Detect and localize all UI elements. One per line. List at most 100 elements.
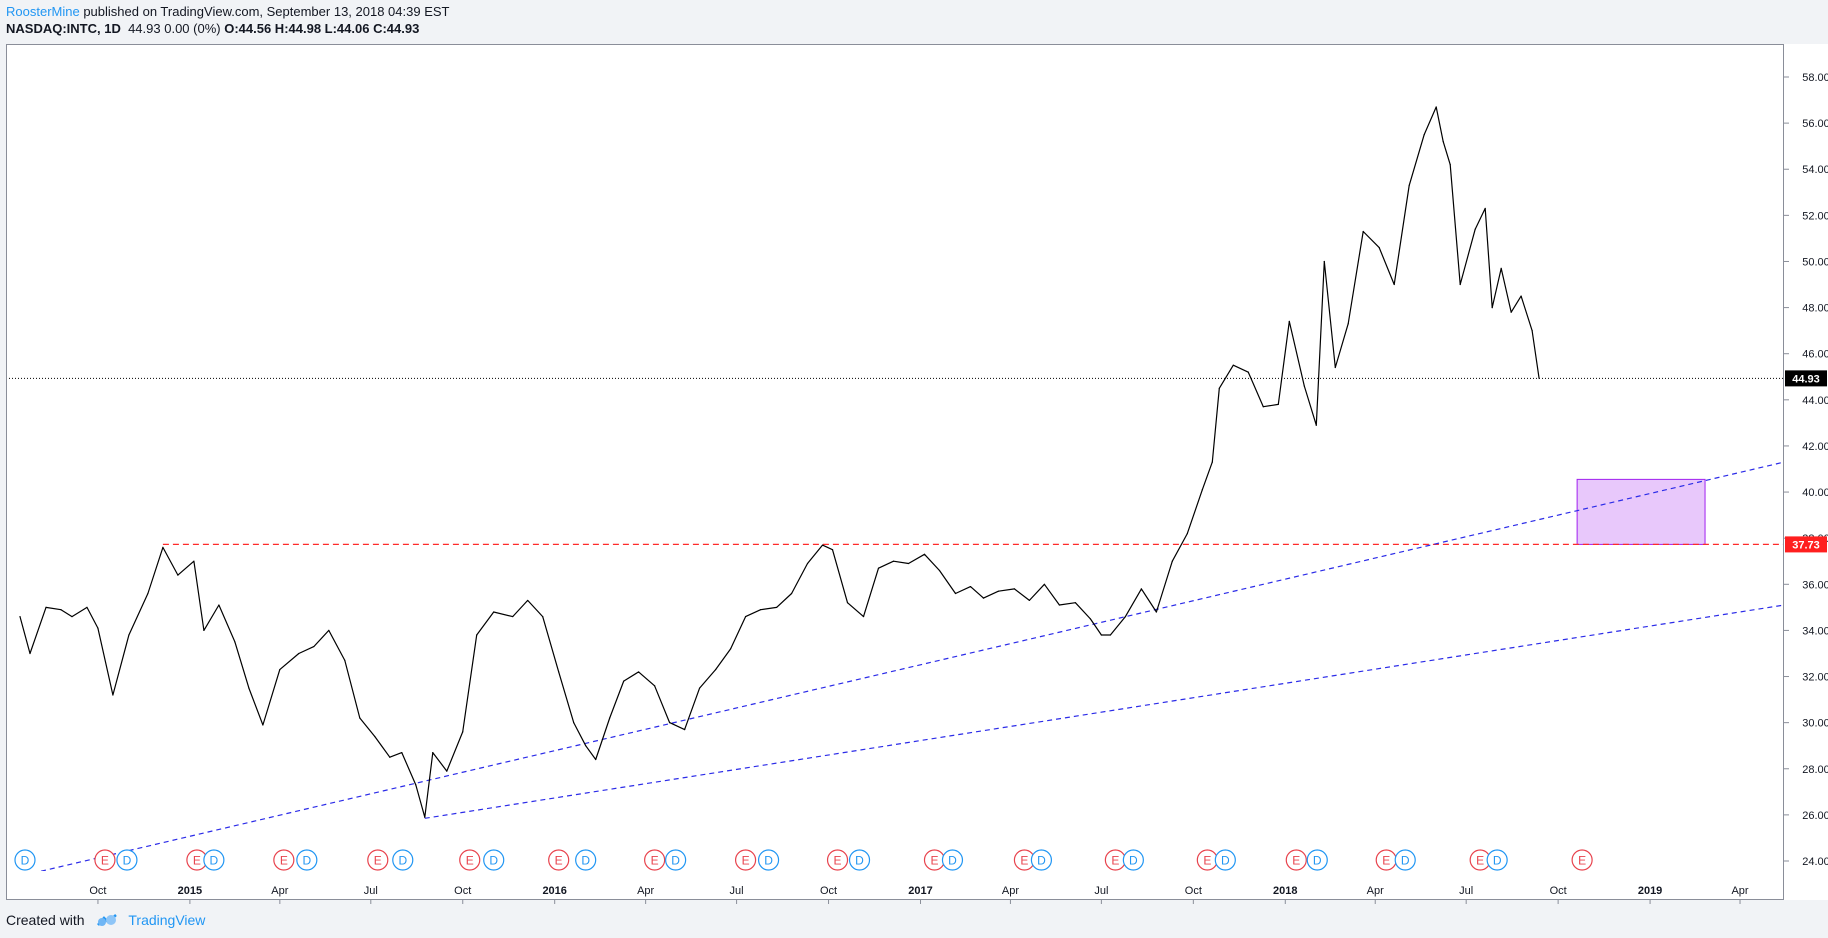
- price-point: [344, 659, 346, 661]
- publish-info: RoosterMine published on TradingView.com…: [6, 4, 449, 19]
- earnings-marker-label: E: [280, 854, 288, 868]
- price-point: [1442, 140, 1444, 143]
- price-point: [684, 728, 686, 731]
- y-tick-label: 58.00: [1802, 72, 1828, 84]
- price-point: [1474, 228, 1476, 230]
- earnings-marker: [367, 849, 389, 871]
- footer: Created with TradingView: [6, 912, 205, 930]
- price-point: [585, 745, 587, 747]
- price-point: [493, 611, 495, 613]
- dividend-marker: [1306, 849, 1328, 871]
- x-tick-label: 2018: [1273, 885, 1297, 897]
- dividend-marker: [665, 849, 687, 871]
- published-text: published on TradingView.com, September …: [79, 4, 450, 19]
- dividend-marker: [757, 849, 780, 871]
- price-point: [1201, 489, 1203, 491]
- dividend-marker: [1394, 849, 1416, 871]
- dividend-marker-label: D: [581, 854, 590, 868]
- symbol-info: NASDAQ:INTC, 1D 44.93 0.00 (0%) O:44.56 …: [6, 21, 419, 36]
- y-tick-label: 28.00: [1802, 764, 1828, 776]
- y-tick-label: 54.00: [1802, 164, 1828, 176]
- price-point: [595, 758, 597, 761]
- dividend-marker-label: D: [210, 854, 219, 868]
- price-point: [1520, 295, 1522, 297]
- price-point: [669, 722, 671, 724]
- earnings-marker: [734, 849, 757, 871]
- earnings-marker-label: E: [1111, 854, 1119, 868]
- earnings-marker-label: E: [555, 854, 563, 868]
- price-point: [1531, 330, 1533, 332]
- tradingview-link[interactable]: TradingView: [128, 912, 206, 928]
- price-point: [432, 752, 434, 754]
- dividend-marker-label: D: [1129, 854, 1138, 868]
- tradingview-logo-icon[interactable]: [96, 913, 118, 930]
- price-point: [1155, 611, 1157, 613]
- dividend-marker: [483, 849, 505, 871]
- dividend-marker-label: D: [21, 854, 30, 868]
- price-line: [19, 106, 1540, 818]
- x-tick-label: 2019: [1638, 885, 1662, 897]
- price-point: [892, 560, 895, 562]
- price-point: [162, 546, 164, 549]
- price-point: [609, 717, 611, 719]
- price-point: [938, 569, 941, 572]
- price-point: [1171, 560, 1173, 562]
- author-link[interactable]: RoosterMine: [6, 4, 80, 19]
- current-price-badge-label: 44.93: [1792, 373, 1820, 385]
- price-point: [1510, 311, 1512, 313]
- dividend-marker: [1214, 849, 1236, 871]
- y-tick-label: 42.00: [1802, 441, 1828, 453]
- price-point: [542, 615, 544, 618]
- price-point: [1028, 599, 1031, 602]
- y-tick-label: 36.00: [1802, 579, 1828, 591]
- price-point: [654, 685, 656, 687]
- price-point: [846, 602, 849, 604]
- price-point: [1378, 247, 1380, 249]
- earnings-marker: [94, 849, 116, 871]
- price-point: [60, 609, 62, 611]
- x-tick-label: Oct: [89, 885, 106, 897]
- price-point: [982, 597, 985, 599]
- earnings-marker: [459, 849, 481, 871]
- price-point: [821, 544, 824, 546]
- target-zone-box: [1576, 478, 1706, 545]
- price-point: [19, 615, 21, 618]
- price-point: [328, 629, 330, 632]
- earnings-marker-label: E: [1382, 854, 1390, 868]
- dividend-marker: [14, 849, 36, 871]
- x-tick-label: Apr: [1367, 885, 1384, 897]
- earnings-marker-label: E: [1203, 854, 1211, 868]
- price-point: [806, 562, 809, 565]
- chart-pane[interactable]: [6, 44, 1784, 900]
- y-tick-label: 26.00: [1802, 810, 1828, 822]
- price-point: [775, 606, 778, 608]
- price-point: [744, 615, 747, 618]
- trendline-1: [39, 461, 1783, 871]
- symbol-label: NASDAQ:INTC, 1D: [6, 21, 121, 36]
- price-point: [374, 735, 376, 738]
- price-point: [1277, 403, 1279, 406]
- price-point: [203, 629, 205, 632]
- dividend-marker: [296, 849, 318, 871]
- price-point: [193, 560, 195, 562]
- x-tick-label: Oct: [1185, 885, 1202, 897]
- price-point: [1459, 283, 1461, 286]
- y-tick-label: 24.00: [1802, 856, 1828, 868]
- price-point: [729, 648, 732, 650]
- dividend-marker: [1122, 849, 1144, 871]
- price-point: [1058, 604, 1061, 606]
- price-point: [1232, 364, 1234, 366]
- price-axis[interactable]: [1784, 44, 1828, 900]
- price-point: [638, 671, 640, 673]
- x-tick-label: Jul: [1459, 885, 1473, 897]
- dividend-marker: [941, 849, 964, 871]
- price-point: [1423, 134, 1425, 136]
- price-point: [715, 669, 717, 671]
- price-point: [907, 562, 910, 565]
- price-point: [831, 549, 834, 551]
- price-point: [446, 770, 448, 772]
- dividend-marker-label: D: [1221, 854, 1230, 868]
- price-point: [1449, 164, 1451, 166]
- price-point: [177, 574, 179, 576]
